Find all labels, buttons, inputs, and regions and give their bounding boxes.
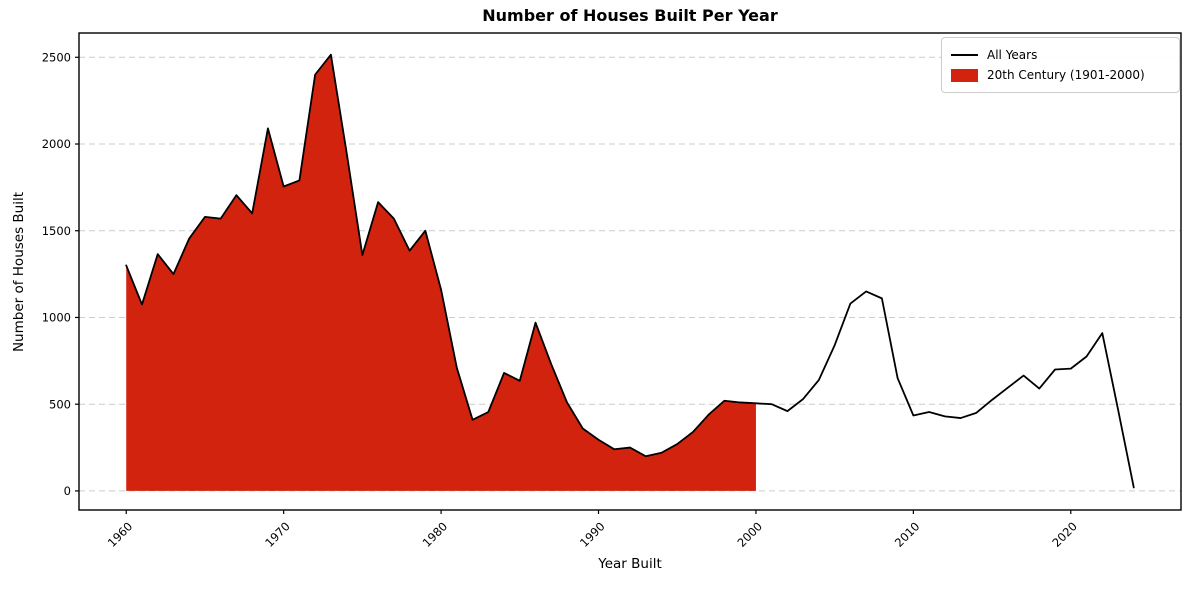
y-tick-label: 2000 [42, 137, 71, 151]
y-tick-label: 500 [49, 397, 71, 411]
y-tick-label: 1500 [42, 224, 71, 238]
x-tick-label: 1960 [105, 519, 136, 550]
y-tick-label: 0 [64, 484, 71, 498]
legend-box: All Years 20th Century (1901-2000) [941, 37, 1180, 93]
x-axis-label: Year Built [598, 556, 662, 572]
data-line [125, 53, 1135, 489]
x-tick-label: 1990 [577, 519, 608, 550]
line-swatch-icon [951, 54, 978, 56]
x-tick-label: 2010 [892, 519, 923, 550]
legend-label: 20th Century (1901-2000) [987, 68, 1145, 82]
y-tick-label: 2500 [42, 50, 71, 64]
highlight-area [126, 54, 756, 491]
legend-label: All Years [987, 48, 1038, 62]
x-tick-label: 2020 [1049, 519, 1080, 550]
y-tick-label: 1000 [42, 311, 71, 325]
x-tick-label: 1980 [420, 519, 451, 550]
x-tick-label: 2000 [734, 519, 765, 550]
patch-swatch-icon [951, 68, 978, 82]
legend-item-20th-century: 20th Century (1901-2000) [951, 65, 1170, 85]
chart-title: Number of Houses Built Per Year [482, 6, 778, 25]
x-tick-label: 1970 [262, 519, 293, 550]
y-axis-label: Number of Houses Built [11, 191, 27, 353]
axes-frame [78, 32, 1182, 511]
legend-item-all-years: All Years [951, 45, 1170, 65]
